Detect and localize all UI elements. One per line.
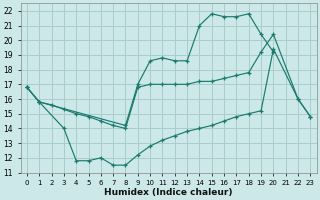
X-axis label: Humidex (Indice chaleur): Humidex (Indice chaleur): [104, 188, 233, 197]
